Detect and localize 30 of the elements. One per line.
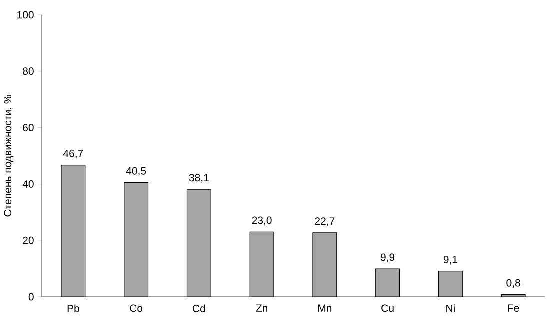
y-tick-label: 60 (23, 124, 34, 132)
y-axis-title: Степень подвижности, % (4, 95, 14, 217)
y-tick-label: 40 (22, 180, 34, 188)
y-tick-label: 100 (18, 11, 34, 19)
data-label: 9,1 (444, 256, 458, 265)
data-label: 9,9 (381, 254, 395, 262)
x-tick-label: Fe (508, 304, 520, 312)
y-tick-label: 20 (23, 236, 34, 244)
data-label: 0,8 (506, 279, 520, 288)
x-tick-label: Zn (256, 304, 268, 312)
bar (124, 182, 148, 297)
bar (376, 269, 400, 297)
bar (438, 271, 463, 297)
bar (250, 232, 274, 297)
data-label: 38,1 (189, 174, 209, 183)
data-label: 22,7 (315, 218, 335, 226)
bar (312, 232, 337, 297)
data-label: 23,0 (252, 216, 272, 226)
x-tick-label: Pb (68, 304, 80, 312)
y-tick-label: 0 (28, 293, 34, 301)
y-tick-label: 80 (23, 68, 34, 76)
x-tick-label: Cu (382, 304, 394, 312)
x-tick-label: Co (130, 304, 143, 312)
data-label: 46,7 (63, 150, 84, 159)
x-tick-label: Ni (446, 304, 455, 312)
bar (61, 165, 86, 297)
x-tick-label: Cd (193, 304, 206, 312)
x-tick-label: Mn (318, 304, 332, 312)
bar (187, 190, 212, 297)
data-label: 40,5 (126, 167, 146, 176)
